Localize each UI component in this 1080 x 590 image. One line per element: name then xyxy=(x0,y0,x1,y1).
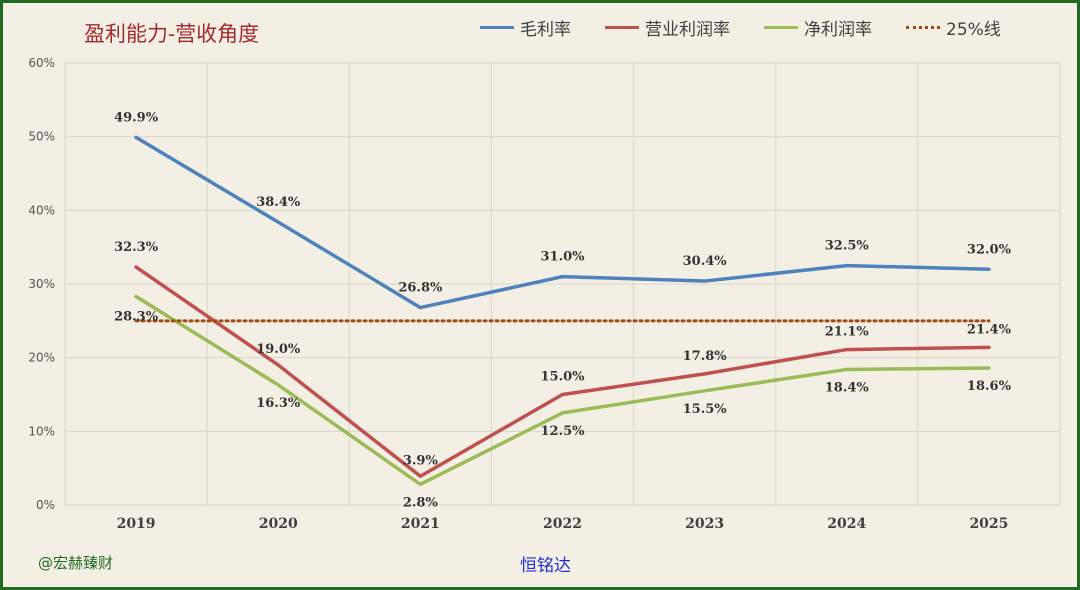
data-label: 3.9% xyxy=(403,453,439,468)
data-label: 21.4% xyxy=(967,322,1012,337)
data-label: 15.0% xyxy=(540,370,585,385)
data-label: 17.8% xyxy=(683,349,728,364)
x-tick-label: 2024 xyxy=(827,516,866,532)
data-label: 2.8% xyxy=(403,495,439,510)
y-tick-label: 20% xyxy=(28,351,55,365)
data-label: 49.9% xyxy=(114,110,159,125)
x-tick-label: 2022 xyxy=(543,516,582,532)
company-name: 恒铭达 xyxy=(520,556,571,576)
data-label: 19.0% xyxy=(256,342,301,357)
data-label: 12.5% xyxy=(540,424,585,439)
legend-swatch xyxy=(906,25,940,29)
legend-swatch xyxy=(480,25,514,29)
chart-legend: 毛利率 营业利润率 净利润率 25%线 xyxy=(480,14,1001,40)
data-label: 31.0% xyxy=(540,250,585,265)
y-tick-label: 10% xyxy=(28,424,55,438)
data-label: 28.3% xyxy=(114,310,159,325)
legend-item-gross-margin: 毛利率 xyxy=(480,15,571,40)
x-tick-label: 2020 xyxy=(259,516,298,532)
chart-title: 盈利能力-营收角度 xyxy=(84,22,260,46)
x-tick-label: 2025 xyxy=(969,516,1008,532)
legend-label: 25%线 xyxy=(946,19,1001,40)
y-tick-label: 0% xyxy=(36,498,55,512)
legend-item-operating-margin: 营业利润率 xyxy=(605,15,730,40)
y-tick-label: 40% xyxy=(28,203,55,217)
data-label: 30.4% xyxy=(683,254,728,269)
legend-item-25-line: 25%线 xyxy=(906,15,1001,40)
y-tick-label: 50% xyxy=(28,130,55,144)
x-tick-label: 2021 xyxy=(401,516,440,532)
x-tick-label: 2023 xyxy=(685,516,724,532)
data-label: 32.3% xyxy=(114,240,159,255)
legend-label: 营业利润率 xyxy=(645,19,730,40)
author-watermark: @宏赫臻财 xyxy=(38,554,114,572)
legend-swatch xyxy=(764,25,798,29)
data-label: 15.5% xyxy=(683,402,728,417)
y-tick-label: 60% xyxy=(28,56,55,70)
data-label: 18.6% xyxy=(967,379,1012,394)
x-tick-label: 2019 xyxy=(117,516,156,532)
data-label: 26.8% xyxy=(398,281,443,296)
data-label: 21.1% xyxy=(825,325,870,340)
data-label: 32.5% xyxy=(825,239,870,254)
legend-label: 净利润率 xyxy=(804,19,872,40)
legend-label: 毛利率 xyxy=(520,19,571,40)
legend-item-net-margin: 净利润率 xyxy=(764,15,872,40)
y-tick-label: 30% xyxy=(28,277,55,291)
legend-swatch xyxy=(605,25,639,29)
data-label: 38.4% xyxy=(256,195,301,210)
data-label: 18.4% xyxy=(825,380,870,395)
data-label: 16.3% xyxy=(256,396,301,411)
data-label: 32.0% xyxy=(967,242,1012,257)
